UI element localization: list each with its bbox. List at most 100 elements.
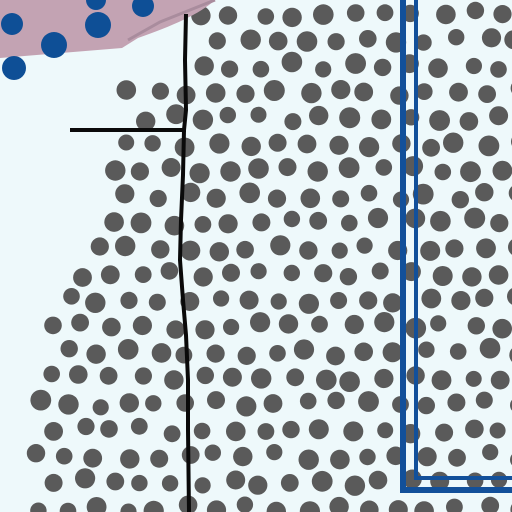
pattern-dot (368, 470, 388, 490)
pattern-dot (236, 84, 255, 103)
pattern-dot (104, 212, 124, 232)
pattern-dot (301, 82, 322, 104)
pattern-dot (329, 135, 349, 155)
pattern-dot (116, 80, 137, 100)
pattern-dot (270, 235, 291, 256)
pattern-dot (296, 31, 318, 52)
pattern-dot (448, 29, 465, 46)
pattern-dot (120, 503, 137, 512)
pattern-dot (148, 293, 166, 311)
pattern-dot (195, 320, 215, 340)
pattern-dot (298, 449, 319, 470)
pattern-dot (359, 137, 380, 158)
pattern-dot (166, 320, 185, 339)
pattern-dot (420, 240, 441, 261)
pattern-dot (281, 51, 303, 73)
pattern-dot (239, 182, 260, 204)
pattern-dot (299, 501, 320, 512)
pattern-dot (118, 134, 135, 151)
pattern-dot (430, 315, 447, 332)
pattern-dot (465, 419, 484, 439)
pattern-dot (327, 391, 345, 410)
pattern-dot (83, 448, 103, 468)
pattern-dot (448, 448, 466, 467)
pattern-dot (270, 293, 287, 310)
pattern-dot (345, 53, 366, 74)
pattern-dot (329, 496, 349, 512)
pattern-dot (508, 186, 512, 200)
pattern-dot (226, 421, 246, 442)
pattern-dot (151, 82, 169, 100)
pattern-dot (284, 113, 302, 131)
pattern-dot (449, 82, 468, 102)
pattern-dot (367, 207, 389, 229)
pattern-dot (339, 371, 360, 393)
boundary-line-outer (400, 0, 512, 493)
pattern-dot (436, 4, 456, 25)
pattern-dot (315, 61, 332, 78)
pattern-dot (85, 292, 106, 313)
pattern-dot (55, 447, 73, 465)
pattern-dot (30, 502, 47, 512)
pattern-dot (493, 5, 512, 24)
pattern-dot (69, 365, 88, 384)
pattern-dot (90, 237, 109, 256)
pattern-dot (250, 263, 267, 280)
pattern-dot (144, 135, 161, 152)
pattern-dot (464, 207, 486, 229)
pattern-dot (467, 317, 485, 335)
pattern-dot (309, 211, 328, 230)
pattern-dot (160, 262, 179, 280)
pattern-dot (338, 157, 360, 179)
pattern-dot (431, 370, 452, 391)
pattern-dot (447, 393, 466, 412)
pattern-dot (354, 342, 374, 362)
pattern-dot (161, 158, 181, 177)
pattern-dot (233, 446, 253, 467)
pattern-dot (327, 33, 345, 51)
pattern-dot (237, 346, 256, 365)
pattern-dot (115, 235, 136, 257)
pattern-dot (297, 134, 317, 154)
pattern-dot (218, 6, 238, 25)
pattern-dot (266, 444, 283, 461)
boundary-line-inner (414, 0, 512, 480)
pattern-dot (508, 239, 512, 255)
pattern-dot (180, 240, 201, 261)
pattern-dot (248, 158, 269, 179)
pattern-dot (331, 242, 348, 259)
pattern-dot (71, 313, 89, 332)
pattern-dot (252, 213, 271, 232)
pattern-dot (269, 345, 286, 362)
mauve-road-edge (127, 0, 216, 42)
blue-dot (86, 0, 106, 10)
pattern-dot (308, 419, 329, 440)
pattern-dot (489, 106, 509, 126)
pattern-dot (422, 138, 440, 157)
pattern-dot (475, 391, 493, 409)
pattern-dot (293, 339, 315, 360)
pattern-dot (75, 468, 96, 489)
pattern-dot (176, 394, 194, 412)
pattern-dot (130, 212, 152, 234)
pattern-dot (44, 422, 63, 441)
pattern-dot (358, 391, 379, 412)
pattern-dot (331, 80, 351, 100)
pattern-dot (194, 56, 214, 76)
pattern-dot (421, 288, 442, 309)
pattern-dot (130, 162, 149, 181)
pattern-dot (298, 293, 319, 314)
pattern-dot (164, 370, 184, 390)
pattern-dot (299, 241, 318, 260)
pattern-dot (299, 392, 317, 410)
blue-dot (2, 56, 26, 80)
pattern-dot (63, 288, 80, 305)
pattern-dot (222, 263, 240, 282)
road-corner (0, 0, 216, 80)
pattern-dot (73, 268, 92, 287)
pattern-dot (430, 210, 451, 232)
pattern-dot (415, 34, 432, 51)
pattern-dot (479, 337, 501, 359)
pattern-dot (189, 163, 210, 184)
